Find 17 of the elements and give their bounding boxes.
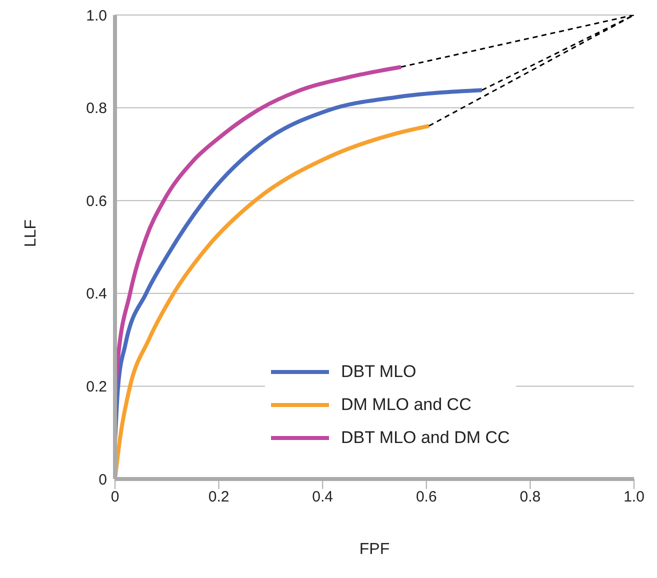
- y-tick-label: 0.2: [86, 378, 107, 396]
- legend-label: DBT MLO: [341, 361, 416, 383]
- y-tick-label: 1.0: [86, 7, 107, 24]
- y-tick-label: 0.8: [86, 100, 107, 118]
- x-tick-label: 0.2: [208, 488, 230, 506]
- x-tick-label: 0.6: [416, 488, 437, 506]
- y-tick-label: 0: [98, 471, 107, 488]
- legend-label: DBT MLO and DM CC: [341, 427, 510, 449]
- x-tick-label: 0.4: [312, 488, 334, 506]
- x-axis-title: FPF: [359, 541, 390, 558]
- y-tick-label: 0.4: [86, 286, 107, 303]
- y-axis-title: LLF: [22, 219, 40, 247]
- x-tick-label: 0.8: [520, 488, 541, 506]
- legend-label: DM MLO and CC: [341, 394, 472, 416]
- x-tick-label: 0: [110, 488, 120, 506]
- x-tick-label: 1.0: [624, 488, 644, 506]
- y-tick-label: 0.6: [86, 192, 107, 210]
